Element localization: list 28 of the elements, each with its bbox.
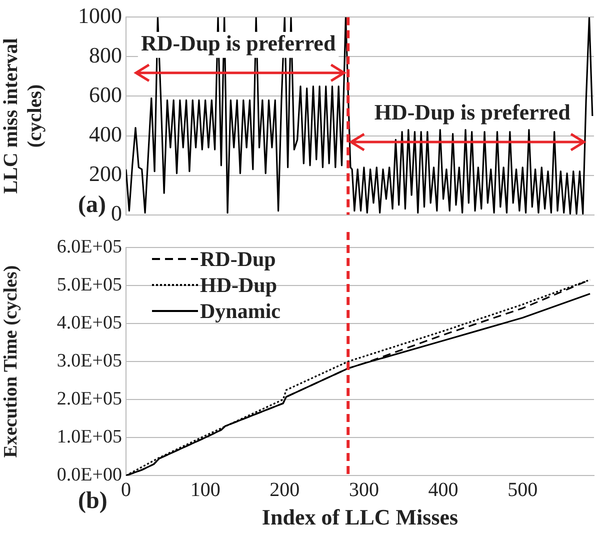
y-tick-label: 1.0E+05: [56, 426, 122, 448]
x-tick-label: 500: [508, 478, 538, 501]
y-axis-title: LLC miss interval (cycles): [0, 38, 46, 194]
text: (a): [78, 192, 106, 219]
annotation: RD-Dup is preferred: [140, 30, 336, 56]
y-tick-label: 3.0E+05: [56, 350, 122, 372]
y-tick-label: 0: [111, 200, 122, 226]
legend-label: RD-Dup: [200, 246, 276, 272]
annotation: HD-Dup is preferred: [374, 100, 570, 125]
legend-label: Dynamic: [200, 298, 280, 324]
y-tick-label: 1000: [78, 2, 122, 28]
y-tick-label: 0.0E+00: [56, 464, 122, 486]
y-tick-label: 600: [89, 82, 122, 108]
x-tick-label: 100: [190, 478, 220, 501]
y-tick-label: 800: [89, 42, 122, 68]
y-axis-title: Execution Time (cycles): [0, 265, 22, 458]
x-tick-label: 300: [348, 478, 379, 501]
y-tick-label: 5.0E+05: [56, 274, 122, 296]
text: (b): [78, 488, 108, 515]
x-tick-label: 200: [270, 478, 300, 501]
y-tick-label: 200: [89, 161, 122, 186]
y-tick-label: 400: [89, 122, 122, 147]
y-tick-label: 6.0E+05: [56, 236, 122, 258]
x-tick-label: 400: [428, 478, 458, 501]
y-tick-label: 2.0E+05: [56, 388, 122, 410]
x-axis-title: Index of LLC Misses: [262, 504, 459, 530]
legend-label: HD-Dup: [200, 272, 278, 298]
y-tick-label: 4.0E+05: [56, 312, 122, 334]
